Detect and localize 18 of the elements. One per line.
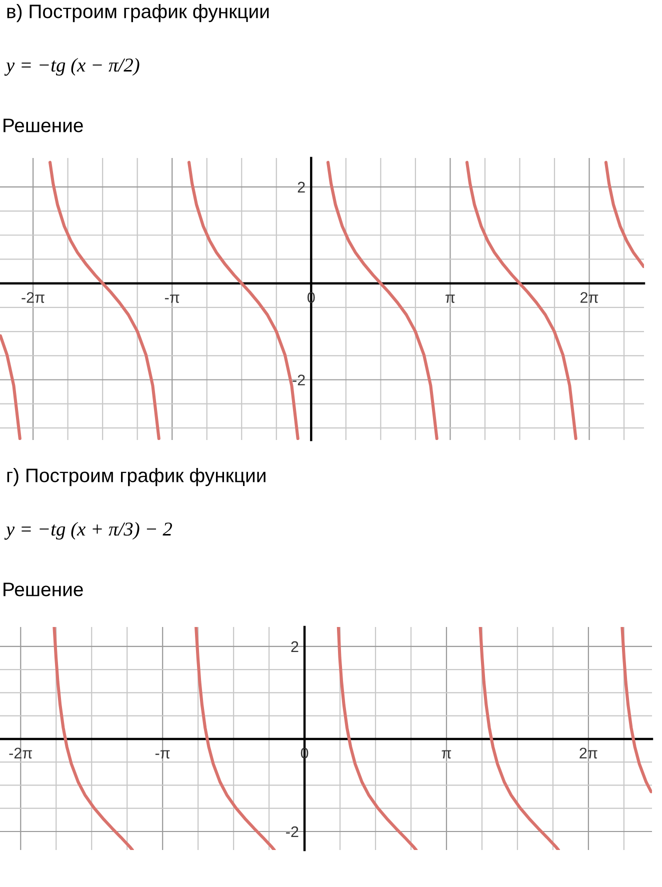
text: Решение — [4, 118, 83, 132]
text: Решение — [4, 582, 83, 596]
x-tick-label: -π — [155, 750, 170, 759]
chart-subtitle: y = −tg (x − π/2) — [4, 58, 140, 76]
x-tick-label: π — [446, 294, 455, 303]
x-tick-label: -2π — [22, 292, 44, 303]
y-tick-label: -2 — [292, 374, 305, 386]
x-tick-label: π — [442, 750, 452, 759]
chart-title: г) Построим график функции — [7, 468, 266, 486]
x-tick-label: 2π — [580, 292, 598, 303]
y-tick-label: 2 — [291, 641, 298, 652]
x-tick-label: -π — [164, 294, 180, 303]
y-tick-label: -2 — [286, 826, 298, 838]
chart-subtitle: y = −tg (x + π/3) − 2 — [4, 522, 172, 540]
chart-title: в) Построим график функции — [7, 4, 269, 22]
x-tick-label: -2π — [9, 748, 32, 759]
x-tick-label: 2π — [580, 748, 598, 759]
y-tick-label: 2 — [298, 182, 305, 192]
